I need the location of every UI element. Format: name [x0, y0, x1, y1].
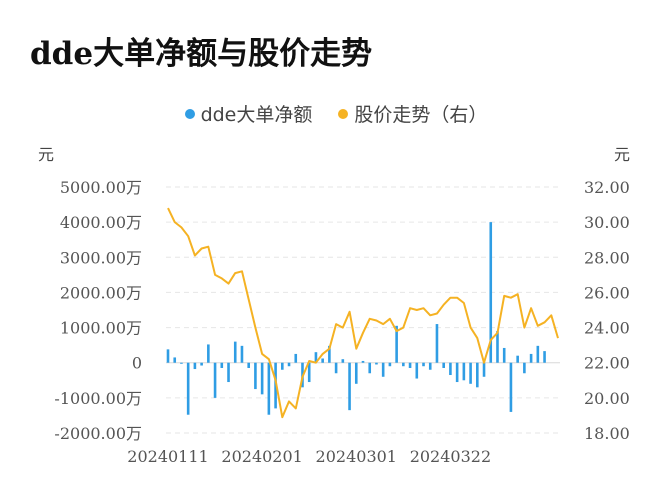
right-tick-label: 30.00	[584, 213, 630, 232]
bar-mark[interactable]	[529, 353, 533, 363]
bar-mark[interactable]	[381, 362, 385, 377]
chart-title: dde大单净额与股价走势	[30, 36, 373, 72]
bar-mark[interactable]	[476, 362, 479, 388]
bar-mark[interactable]	[267, 362, 271, 415]
bar-mark[interactable]	[334, 362, 338, 374]
left-tick-label: -2000.00万	[54, 424, 142, 443]
bar-mark[interactable]	[502, 347, 506, 363]
bar-mark[interactable]	[281, 362, 284, 370]
left-axis-ticks: -2000.00万 -1000.00万 0 1000.00万 2000.00万 3000.…	[54, 178, 142, 443]
bar-mark[interactable]	[455, 362, 459, 383]
bar-mark[interactable]	[254, 362, 257, 390]
bar-mark[interactable]	[260, 362, 264, 395]
chart-legend: dde大单净额 股价走势（右）	[0, 100, 672, 127]
bar-mark[interactable]	[368, 362, 372, 374]
legend-item-price[interactable]: 股价走势（右）	[338, 100, 487, 127]
x-tick-label: 20240301	[316, 447, 397, 466]
bar-mark[interactable]	[361, 360, 365, 363]
right-axis-ticks: 18.00 20.00 22.00 24.00 26.00 28.00 30.00 32.00	[584, 178, 630, 443]
right-tick-label: 28.00	[584, 248, 630, 267]
right-tick-label: 24.00	[584, 319, 630, 338]
bar-mark[interactable]	[348, 362, 351, 411]
x-tick-label: 20240322	[410, 447, 491, 466]
right-tick-label: 18.00	[584, 424, 630, 443]
bar-mark[interactable]	[240, 345, 244, 363]
left-tick-label: -1000.00万	[54, 389, 142, 408]
x-axis-ticks: 20240111 20240201 20240301 20240322	[127, 447, 491, 466]
bar-mark[interactable]	[233, 341, 237, 363]
legend-item-dde[interactable]: dde大单净额	[184, 100, 313, 127]
x-tick-label: 20240201	[221, 447, 302, 466]
bar-mark[interactable]	[428, 362, 432, 370]
bar-mark[interactable]	[200, 362, 203, 366]
bar-mark[interactable]	[180, 362, 183, 364]
bar-mark[interactable]	[328, 345, 331, 363]
bar-mark[interactable]	[422, 362, 425, 367]
right-tick-label: 26.00	[584, 283, 630, 302]
bar-mark[interactable]	[354, 362, 358, 384]
bar-mark[interactable]	[543, 351, 546, 363]
left-axis-unit: 元	[38, 145, 54, 164]
bar-mark[interactable]	[193, 362, 197, 370]
bar-mark[interactable]	[213, 362, 217, 398]
bar-mark[interactable]	[469, 362, 472, 384]
left-tick-label: 2000.00万	[60, 283, 142, 302]
bar-mark[interactable]	[516, 355, 519, 363]
bar-mark[interactable]	[449, 362, 452, 376]
bar-mark[interactable]	[173, 357, 177, 363]
x-tick-label: 20240111	[127, 447, 208, 466]
bar-mark[interactable]	[294, 353, 298, 363]
bar-mark[interactable]	[375, 362, 378, 365]
left-tick-label: 0	[132, 354, 142, 373]
legend-label-price: 股价走势（右）	[354, 104, 488, 126]
left-tick-label: 1000.00万	[60, 319, 142, 338]
bar-mark[interactable]	[442, 362, 445, 368]
bar-mark[interactable]	[462, 362, 466, 381]
legend-dot-dde	[184, 108, 195, 119]
bar-mark[interactable]	[388, 362, 392, 367]
bar-mark[interactable]	[321, 358, 324, 363]
line-series-price	[167, 207, 559, 419]
bar-mark[interactable]	[287, 362, 291, 367]
left-tick-label: 4000.00万	[60, 213, 142, 232]
right-tick-label: 32.00	[584, 178, 630, 197]
bar-mark[interactable]	[341, 359, 345, 363]
bar-mark[interactable]	[220, 362, 224, 368]
legend-dot-price	[338, 108, 349, 119]
bar-series-dde	[166, 222, 546, 415]
bar-mark[interactable]	[489, 222, 493, 363]
bar-mark[interactable]	[395, 325, 398, 363]
bar-mark[interactable]	[186, 362, 190, 415]
legend-label-dde: dde大单净额	[200, 104, 313, 126]
bar-mark[interactable]	[227, 362, 230, 383]
right-tick-label: 20.00	[584, 389, 630, 408]
bar-mark[interactable]	[435, 324, 439, 363]
bar-mark[interactable]	[247, 362, 250, 368]
right-tick-label: 22.00	[584, 354, 630, 373]
bar-mark[interactable]	[402, 362, 405, 367]
bar-mark[interactable]	[536, 345, 540, 363]
right-axis-unit: 元	[614, 145, 630, 164]
left-tick-label: 3000.00万	[60, 248, 142, 267]
bar-mark[interactable]	[207, 344, 210, 363]
bar-mark[interactable]	[496, 331, 499, 363]
bar-mark[interactable]	[523, 362, 526, 374]
bar-mark[interactable]	[415, 362, 419, 379]
bar-mark[interactable]	[509, 362, 513, 412]
left-tick-label: 5000.00万	[60, 178, 142, 197]
bar-mark[interactable]	[314, 352, 318, 363]
bar-mark[interactable]	[482, 362, 486, 377]
bar-mark[interactable]	[307, 362, 311, 383]
bar-mark[interactable]	[408, 362, 412, 368]
bar-mark[interactable]	[166, 349, 170, 363]
